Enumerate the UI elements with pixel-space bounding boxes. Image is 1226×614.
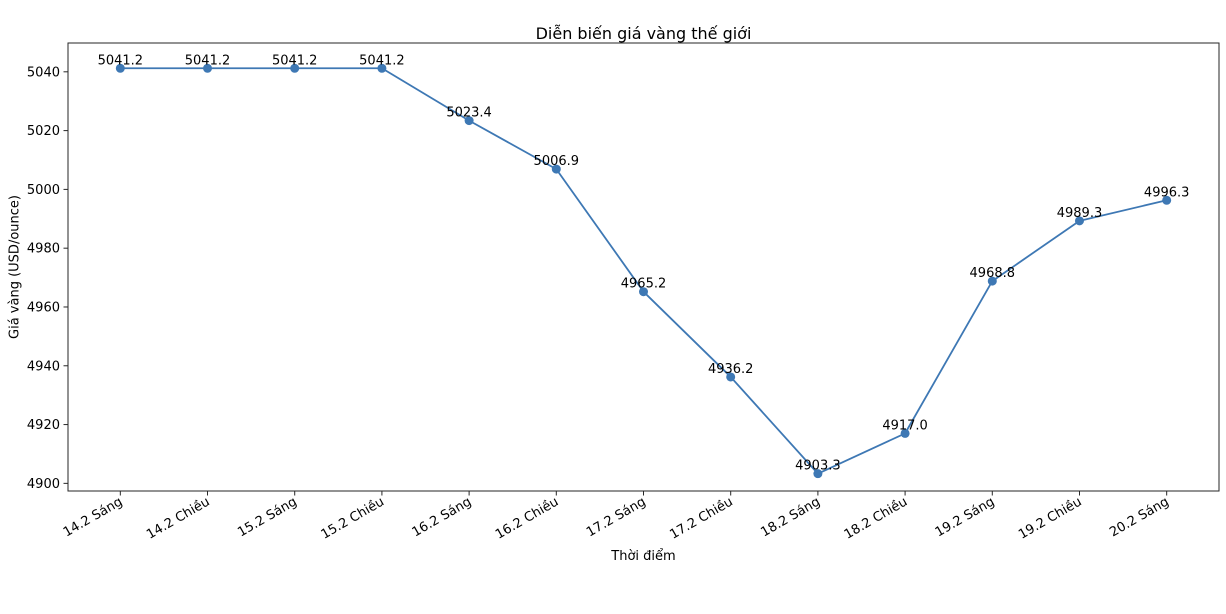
data-point: [639, 287, 648, 297]
x-tick-label: 19.2 Chiều: [1016, 494, 1084, 542]
data-point-label: 4965.2: [621, 277, 667, 292]
data-point: [900, 428, 910, 438]
y-tick-label: 4900: [27, 477, 60, 492]
data-point: [464, 116, 474, 126]
x-tick-label: 16.2 Chiều: [493, 494, 561, 542]
data-point: [290, 63, 300, 73]
data-point-label: 5041.2: [359, 53, 405, 68]
x-tick-label: 14.2 Chiều: [144, 494, 212, 542]
y-tick-label: 5040: [27, 65, 60, 80]
data-point: [813, 469, 823, 479]
data-point: [987, 276, 997, 286]
data-point: [1162, 195, 1172, 205]
y-tick-label: 4960: [27, 300, 60, 315]
y-tick-label: 5020: [27, 124, 60, 139]
data-point-label: 5041.2: [98, 53, 144, 68]
data-point-label: 4917.0: [882, 418, 928, 433]
data-point-label: 4903.3: [795, 459, 841, 474]
data-point: [203, 63, 213, 73]
data-point: [115, 63, 125, 73]
x-tick-label: 18.2 Chiều: [842, 494, 910, 542]
x-tick-label: 15.2 Chiều: [319, 494, 387, 542]
y-tick-label: 5000: [27, 183, 60, 198]
x-axis-label: Thời điểm: [611, 549, 676, 564]
plot-border: [67, 42, 1220, 492]
data-point-label: 4936.2: [708, 362, 754, 377]
x-tick-label: 15.2 Sáng: [235, 494, 299, 540]
data-point-label: 5023.4: [446, 106, 492, 121]
chart-title: Diễn biến giá vàng thế giới: [535, 24, 752, 43]
data-point: [551, 164, 561, 174]
x-tick-label: 19.2 Sáng: [933, 494, 997, 540]
x-tick-label: 14.2 Sáng: [61, 494, 125, 540]
data-point-label: 5006.9: [534, 154, 580, 169]
x-tick-label: 16.2 Sáng: [410, 494, 474, 540]
data-point: [377, 63, 387, 73]
x-tick-label: 17.2 Sáng: [584, 494, 648, 540]
data-point-label: 4996.3: [1144, 185, 1190, 200]
x-tick-label: 20.2 Sáng: [1107, 494, 1171, 540]
y-axis-label: Giá vàng (USD/ounce): [7, 195, 23, 339]
x-tick-label: 17.2 Chiều: [667, 494, 735, 542]
y-tick-label: 4920: [27, 418, 60, 433]
data-point-label: 4968.8: [970, 266, 1016, 281]
y-tick-label: 4980: [27, 242, 60, 257]
data-point-label: 4989.3: [1057, 206, 1103, 221]
data-point-label: 5041.2: [185, 53, 231, 68]
data-point: [1074, 216, 1084, 226]
data-point: [726, 372, 736, 382]
x-tick-label: 18.2 Sáng: [758, 494, 822, 540]
y-tick-label: 4940: [27, 359, 60, 374]
data-point-label: 5041.2: [272, 53, 318, 68]
